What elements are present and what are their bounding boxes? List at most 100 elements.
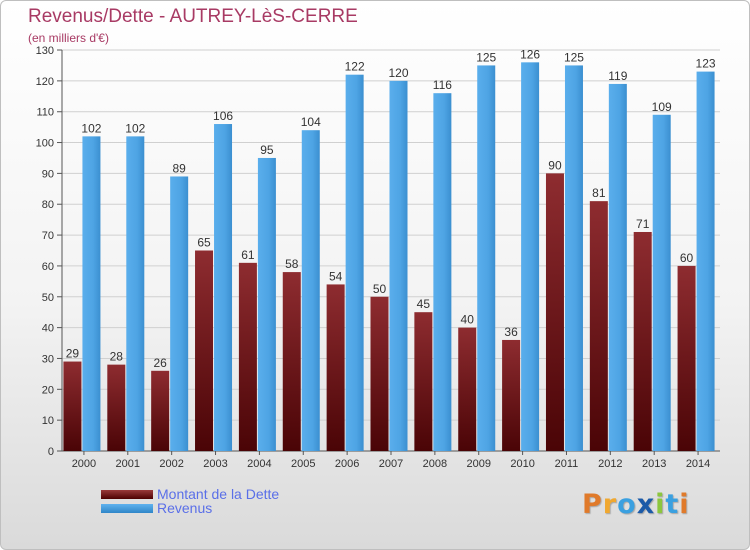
data-label-revenus: 102 — [125, 121, 145, 135]
data-label-dette: 61 — [241, 248, 255, 262]
y-tick-label: 130 — [36, 45, 54, 57]
data-label-revenus: 125 — [564, 50, 584, 64]
logo-letter: o — [617, 489, 637, 520]
x-tick-label: 2007 — [379, 458, 403, 470]
bar-dette — [326, 284, 345, 451]
chart-subtitle: (en milliers d'€) — [28, 31, 109, 45]
x-tick-label: 2012 — [598, 458, 622, 470]
x-tick-label: 2008 — [423, 458, 447, 470]
bar-revenus — [389, 80, 408, 451]
bar-dette — [107, 364, 126, 451]
bar-dette — [63, 361, 82, 451]
x-tick-label: 2000 — [72, 458, 96, 470]
bar-revenus — [521, 62, 540, 451]
bar-revenus — [257, 157, 276, 451]
bar-dette — [677, 265, 696, 451]
logo-letter: P — [582, 489, 603, 520]
x-tick-label: 2006 — [335, 458, 359, 470]
y-tick-label: 40 — [42, 323, 54, 335]
y-tick-label: 0 — [48, 446, 54, 458]
bar-dette — [370, 296, 389, 451]
data-label-dette: 58 — [285, 257, 299, 271]
y-tick-label: 70 — [42, 230, 54, 242]
x-tick-label: 2009 — [466, 458, 490, 470]
bar-revenus — [82, 136, 101, 451]
bar-revenus — [214, 124, 233, 452]
x-tick-label: 2003 — [203, 458, 227, 470]
data-label-dette: 81 — [592, 186, 606, 200]
y-tick-label: 90 — [42, 168, 54, 180]
data-label-revenus: 119 — [608, 69, 627, 83]
y-tick-label: 80 — [42, 199, 54, 211]
data-label-revenus: 102 — [81, 121, 101, 135]
data-label-revenus: 125 — [476, 50, 496, 64]
y-tick-label: 10 — [42, 415, 54, 427]
legend-label-revenus: Revenus — [157, 500, 213, 516]
data-label-revenus: 123 — [696, 57, 716, 71]
logo-letter: i — [679, 489, 690, 520]
bar-dette — [633, 231, 652, 451]
x-tick-label: 2004 — [247, 458, 271, 470]
bar-revenus — [301, 130, 320, 451]
x-tick-label: 2014 — [686, 458, 710, 470]
y-tick-label: 110 — [36, 107, 54, 119]
data-label-dette: 50 — [373, 282, 387, 296]
bar-revenus — [345, 74, 364, 451]
y-tick-label: 50 — [42, 292, 54, 304]
y-tick-label: 30 — [42, 353, 54, 365]
data-label-revenus: 122 — [345, 60, 365, 74]
bar-dette — [195, 250, 214, 451]
data-label-revenus: 89 — [172, 161, 186, 175]
data-label-dette: 60 — [680, 251, 694, 265]
data-label-dette: 36 — [504, 325, 518, 339]
data-label-revenus: 109 — [652, 100, 672, 114]
data-label-revenus: 120 — [388, 66, 408, 80]
data-label-dette: 26 — [153, 356, 167, 370]
bar-revenus — [477, 65, 496, 451]
data-label-dette: 71 — [636, 217, 650, 231]
bar-dette — [151, 370, 170, 451]
bar-dette — [238, 262, 257, 451]
x-tick-label: 2002 — [159, 458, 183, 470]
data-label-revenus: 126 — [520, 47, 540, 61]
data-label-revenus: 104 — [301, 115, 321, 129]
x-tick-label: 2013 — [642, 458, 666, 470]
data-label-revenus: 106 — [213, 109, 233, 123]
legend-swatch-dette — [101, 490, 153, 499]
bar-dette — [458, 327, 477, 451]
data-label-dette: 29 — [66, 347, 80, 361]
logo-letter: x — [636, 489, 656, 520]
data-label-dette: 90 — [548, 158, 562, 172]
bar-dette — [282, 272, 301, 451]
data-label-revenus: 95 — [260, 143, 274, 157]
chart-title: Revenus/Dette - AUTREY-LèS-CERRE — [28, 6, 358, 27]
y-tick-label: 60 — [42, 261, 54, 273]
x-tick-label: 2001 — [116, 458, 140, 470]
data-label-revenus: 116 — [433, 78, 452, 92]
logo-letter: i — [655, 489, 666, 520]
data-label-dette: 40 — [461, 313, 475, 327]
proxiti-logo: Proxiti — [582, 489, 690, 520]
data-label-dette: 45 — [417, 297, 431, 311]
bar-dette — [414, 312, 433, 451]
bar-dette — [589, 201, 608, 451]
bar-revenus — [608, 83, 627, 451]
bar-revenus — [652, 114, 671, 452]
bar-revenus — [564, 65, 583, 451]
bar-revenus — [126, 136, 145, 451]
x-tick-label: 2010 — [510, 458, 534, 470]
y-tick-label: 20 — [42, 384, 54, 396]
logo-letter: t — [665, 489, 680, 520]
y-tick-label: 100 — [36, 138, 54, 150]
bar-revenus — [433, 93, 452, 451]
bar-revenus — [170, 176, 189, 451]
logo-letter: r — [602, 489, 618, 520]
legend-swatch-revenus — [101, 504, 153, 513]
x-tick-label: 2011 — [555, 458, 579, 470]
legend-label-dette: Montant de la Dette — [157, 486, 280, 502]
y-tick-label: 120 — [36, 76, 54, 88]
bar-dette — [502, 339, 521, 451]
x-tick-label: 2005 — [291, 458, 315, 470]
